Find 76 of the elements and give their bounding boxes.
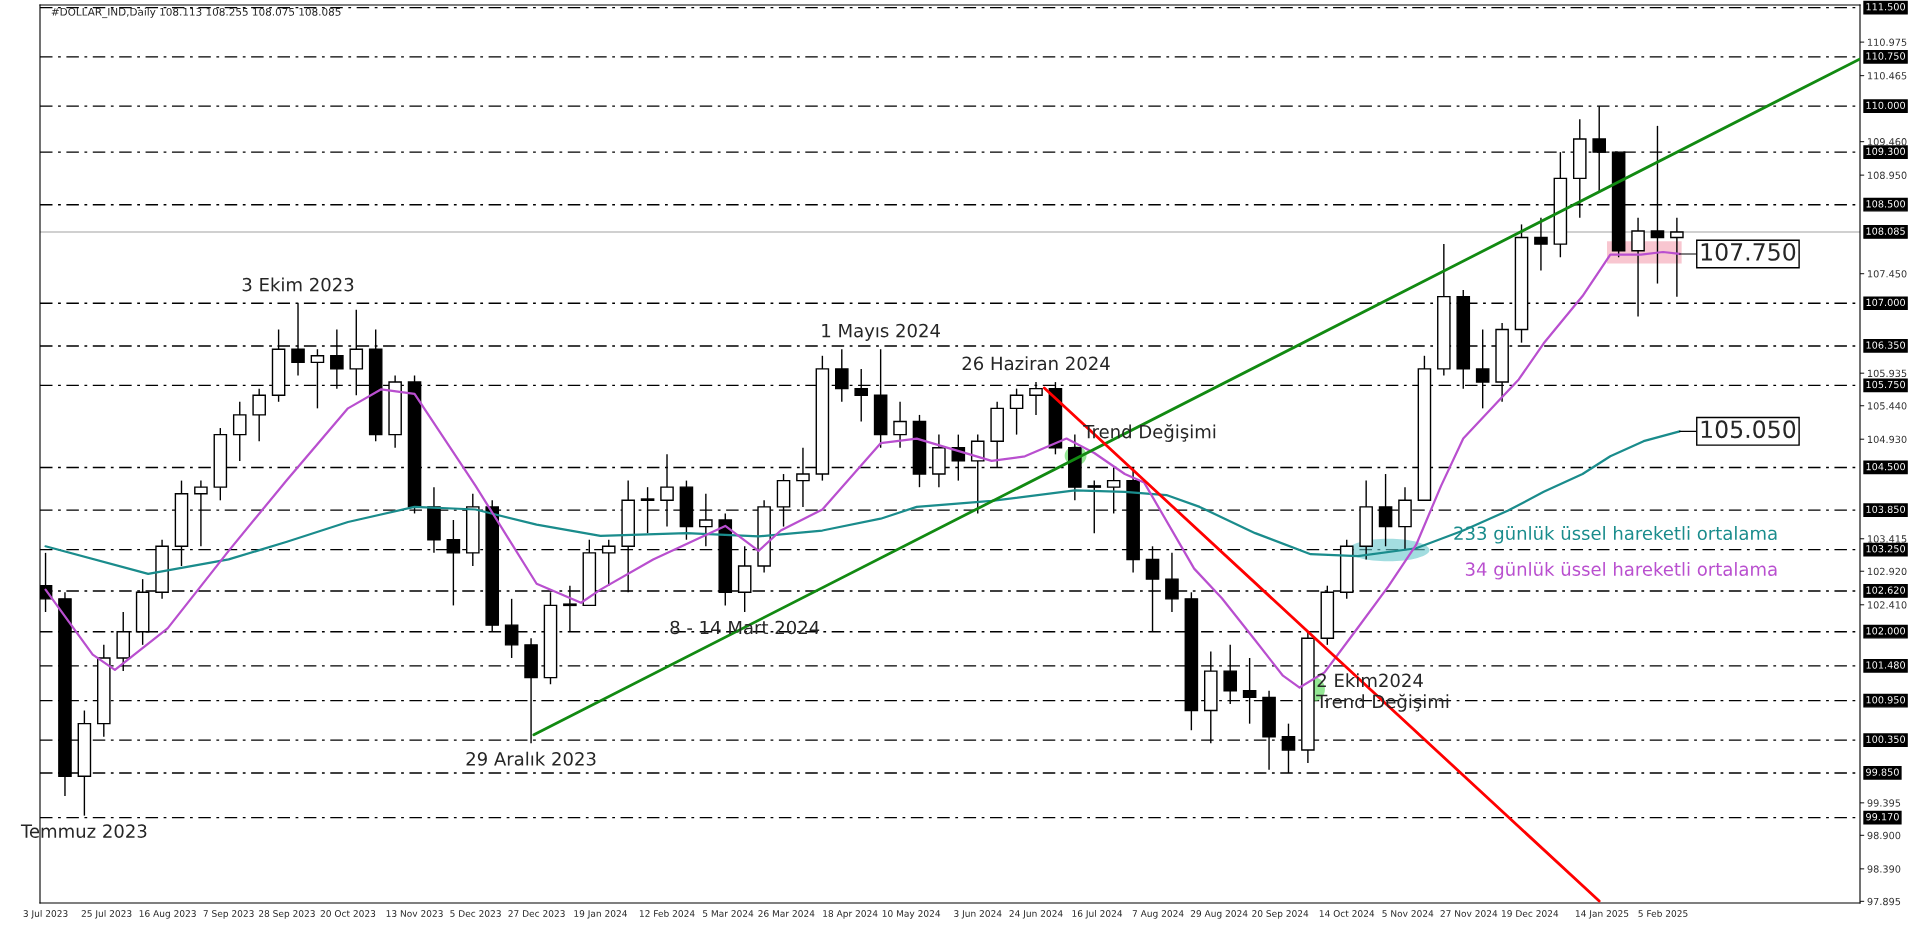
y-tick-label: 108.950 xyxy=(1868,171,1907,179)
y-tick-label: 105.440 xyxy=(1868,402,1907,410)
annotation: 1 Mayıs 2024 xyxy=(822,323,940,341)
x-tick-label: 7 Sep 2023 xyxy=(203,910,254,919)
annotation: 29 Aralık 2023 xyxy=(466,751,596,766)
annotation: 107.750 xyxy=(1701,242,1796,261)
y-tick-label: 107.450 xyxy=(1868,270,1907,278)
y-tick-label: 99.395 xyxy=(1867,799,1901,807)
ref-line-label: 99.850 xyxy=(1866,768,1899,776)
candlestick xyxy=(1534,217,1548,272)
ref-line-label: 108.500 xyxy=(1866,200,1906,208)
ref-line-label: 107.000 xyxy=(1866,298,1906,307)
x-tick-label: 25 Jul 2023 xyxy=(81,909,132,919)
ref-line-label: 100.350 xyxy=(1866,735,1906,743)
x-tick-label: 16 Jul 2024 xyxy=(1072,909,1123,919)
x-tick-label: 20 Oct 2023 xyxy=(320,910,376,917)
y-tick-label: 105.935 xyxy=(1868,369,1907,378)
y-tick-label: 98.900 xyxy=(1867,831,1901,840)
ref-line-label: 105.750 xyxy=(1866,380,1906,389)
x-tick-label: 26 Mar 2024 xyxy=(758,910,815,917)
annotation: 3 Ekim 2023 xyxy=(242,277,354,292)
x-tick-label: 29 Aug 2024 xyxy=(1190,910,1248,919)
candlestick xyxy=(1670,217,1684,298)
x-tick-label: 5 Nov 2024 xyxy=(1382,910,1434,917)
x-tick-label: 7 Aug 2024 xyxy=(1132,910,1184,919)
x-tick-label: 20 Sep 2024 xyxy=(1252,910,1309,919)
y-tick-label: 102.920 xyxy=(1868,567,1907,576)
candlestick xyxy=(893,401,907,449)
y-tick-label: 110.465 xyxy=(1868,72,1907,80)
x-tick-label: 27 Nov 2024 xyxy=(1440,910,1498,917)
candlestick xyxy=(232,401,247,462)
x-tick-label: 24 Jun 2024 xyxy=(1009,910,1063,919)
y-tick-label: 104.930 xyxy=(1868,435,1907,444)
x-tick-label: 3 Jun 2024 xyxy=(954,910,1002,919)
ref-line-label: 109.300 xyxy=(1866,147,1906,155)
x-tick-label: 10 May 2024 xyxy=(882,910,941,919)
x-tick-label: 16 Aug 2023 xyxy=(139,910,196,919)
x-tick-label: 14 Oct 2024 xyxy=(1319,910,1375,917)
ref-line-label: 110.000 xyxy=(1866,101,1906,109)
candlestick xyxy=(252,387,266,442)
x-tick-label: 27 Dec 2023 xyxy=(508,910,565,917)
text: 34 günlük üssel hareketli ortalama xyxy=(1465,562,1777,580)
ref-line-label: 106.350 xyxy=(1866,341,1906,349)
chart-title: #DOLLAR_IND,Daily 108.113 108.255 108.075 108.085 xyxy=(51,7,341,19)
x-tick-label: 5 Mar 2024 xyxy=(703,910,754,917)
ref-line-label: 103.850 xyxy=(1866,505,1906,513)
x-tick-label: 13 Nov 2023 xyxy=(386,910,443,917)
x-tick-label: 5 Feb 2025 xyxy=(1638,909,1688,917)
series-label: 233 günlük üssel hareketli ortalama xyxy=(1454,526,1777,544)
y-tick-label: 98.390 xyxy=(1867,865,1901,873)
y-tick-label: 110.975 xyxy=(1868,38,1907,46)
y-tick-label: 109.460 xyxy=(1868,138,1907,146)
x-tick-label: 12 Feb 2024 xyxy=(639,909,695,917)
ref-line-label: 99.170 xyxy=(1866,813,1899,821)
ref-line-label: 104.500 xyxy=(1866,462,1906,471)
ref-line-label: 111.500 xyxy=(1866,3,1906,11)
ref-line-label: 110.750 xyxy=(1866,52,1906,60)
annotation: 105.050 xyxy=(1701,420,1796,439)
ref-line-label: 100.950 xyxy=(1866,696,1906,704)
ref-line-label: 108.085 xyxy=(1866,227,1905,235)
x-tick-label: 19 Jan 2024 xyxy=(574,910,627,919)
ref-line-label: 102.000 xyxy=(1866,627,1906,635)
annotation: 26 Haziran 2024 xyxy=(962,356,1110,371)
x-tick-label: 18 Apr 2024 xyxy=(823,910,878,919)
x-tick-label: 5 Dec 2023 xyxy=(450,910,501,917)
x-tick-label: 19 Dec 2024 xyxy=(1502,910,1559,917)
x-tick-label: 14 Jan 2025 xyxy=(1575,910,1629,919)
ref-line-label: 102.620 xyxy=(1866,586,1906,594)
y-tick-label: 102.410 xyxy=(1868,601,1907,609)
x-tick-label: 28 Sep 2023 xyxy=(258,910,315,919)
ref-line-label: 103.250 xyxy=(1866,545,1906,553)
y-tick-label: 97.895 xyxy=(1867,897,1901,906)
ref-line-label: 101.480 xyxy=(1866,661,1906,669)
y-tick-label: 103.415 xyxy=(1868,535,1907,543)
x-tick-label: 3 Jul 2023 xyxy=(23,909,68,919)
candlestick xyxy=(1009,387,1024,436)
